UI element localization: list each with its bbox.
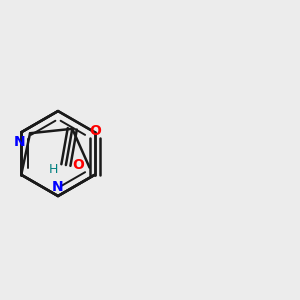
Text: H: H	[49, 163, 58, 176]
Text: N: N	[14, 135, 26, 149]
Text: O: O	[89, 124, 101, 138]
Text: O: O	[73, 158, 85, 172]
Text: N: N	[52, 180, 64, 194]
